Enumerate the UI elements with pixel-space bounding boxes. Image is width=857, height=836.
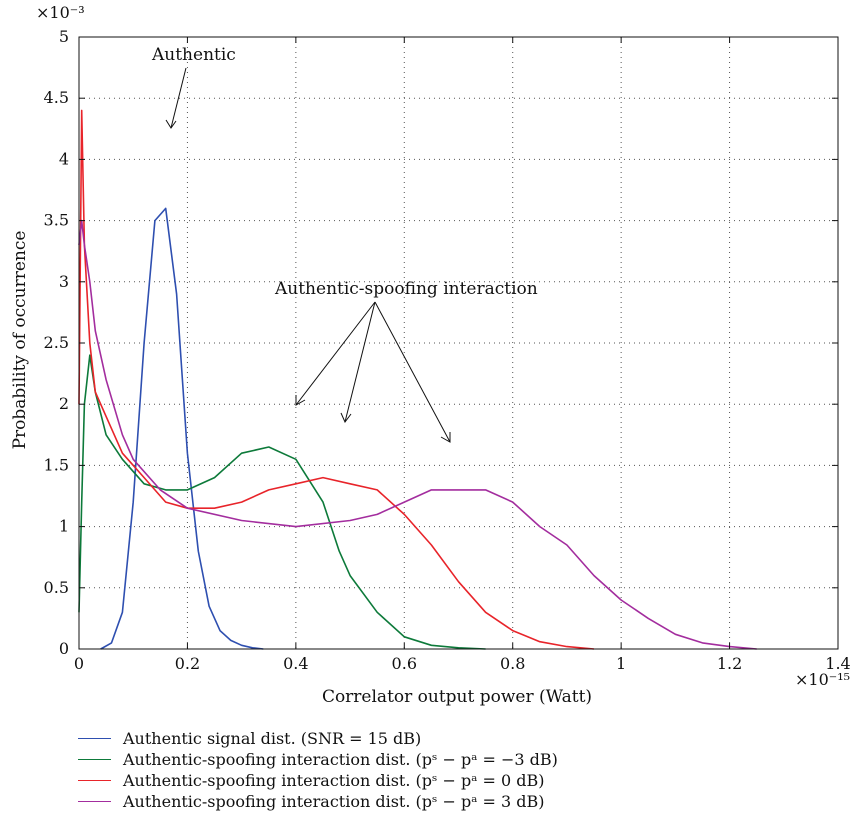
y-tick-label: 4.5 bbox=[44, 88, 69, 107]
y-tick-label: 5 bbox=[59, 27, 69, 46]
annotation-authentic-arrowhead bbox=[165, 119, 177, 129]
legend-swatch bbox=[78, 738, 111, 739]
annotation-arrowhead-3 bbox=[440, 432, 451, 443]
series-layer bbox=[78, 109, 757, 650]
y-tick-label: 4 bbox=[59, 149, 69, 168]
legend-label: Authentic-spoofing interaction dist. (pˢ… bbox=[123, 750, 558, 769]
x-tick-label: 0.8 bbox=[500, 654, 525, 673]
x-tick-label: 1 bbox=[616, 654, 626, 673]
annotation-arrow-1 bbox=[295, 301, 376, 406]
x-tick-label: 0.2 bbox=[175, 654, 200, 673]
legend-item: Authentic-spoofing interaction dist. (pˢ… bbox=[78, 770, 558, 791]
annotation-arrow-3 bbox=[374, 301, 451, 443]
annotation-authentic-arrow bbox=[170, 67, 187, 129]
legend-swatch bbox=[78, 780, 111, 781]
annotation-arrowhead-2 bbox=[340, 412, 352, 423]
legend-label: Authentic-spoofing interaction dist. (pˢ… bbox=[123, 792, 545, 811]
series-line-3 bbox=[78, 109, 595, 650]
x-multiplier: ×10⁻¹⁵ bbox=[795, 670, 850, 689]
y-tick-label: 0 bbox=[59, 639, 69, 658]
ticks: 0 0.2 0.4 0.6 0.8 1 1.2 1.4 0 0.5 1 1.5 2 2.5 3 3.5 4 4.5… bbox=[44, 27, 851, 673]
grid bbox=[79, 37, 838, 649]
annotation-authentic: Authentic bbox=[151, 45, 236, 65]
y-tick-label: 2 bbox=[59, 394, 69, 413]
y-tick-label: 1.5 bbox=[44, 455, 69, 474]
legend-label: Authentic-spoofing interaction dist. (pˢ… bbox=[123, 771, 545, 790]
legend: Authentic signal dist. (SNR = 15 dB) Auth… bbox=[78, 728, 558, 812]
legend-item: Authentic signal dist. (SNR = 15 dB) bbox=[78, 728, 558, 749]
x-tick-label: 1.4 bbox=[825, 654, 850, 673]
legend-item: Authentic-spoofing interaction dist. (pˢ… bbox=[78, 791, 558, 812]
y-tick-label: 1 bbox=[59, 517, 69, 536]
annotation-arrowhead-1 bbox=[295, 395, 306, 406]
y-tick-label: 3.5 bbox=[44, 211, 69, 230]
y-tick-label: 0.5 bbox=[44, 578, 69, 597]
legend-swatch bbox=[78, 801, 111, 802]
x-tick-label: 0 bbox=[74, 654, 84, 673]
series-line-1 bbox=[100, 207, 264, 650]
legend-label: Authentic signal dist. (SNR = 15 dB) bbox=[123, 729, 422, 748]
y-axis-title: Probability of occurrence bbox=[10, 231, 30, 450]
annotation-arrow-2 bbox=[344, 301, 376, 423]
x-tick-label: 0.4 bbox=[283, 654, 308, 673]
x-tick-label: 1.2 bbox=[717, 654, 742, 673]
legend-item: Authentic-spoofing interaction dist. (pˢ… bbox=[78, 749, 558, 770]
annotation-interaction: Authentic-spoofing interaction bbox=[274, 279, 538, 299]
y-tick-label: 3 bbox=[59, 272, 69, 291]
x-tick-label: 0.6 bbox=[392, 654, 417, 673]
y-multiplier: ×10⁻³ bbox=[36, 3, 85, 22]
x-axis-title: Correlator output power (Watt) bbox=[322, 687, 592, 707]
annotations: Authentic Authentic-spoofing interaction bbox=[151, 45, 538, 443]
series-line-4 bbox=[78, 219, 757, 650]
legend-swatch bbox=[78, 759, 111, 760]
y-tick-label: 2.5 bbox=[44, 333, 69, 352]
